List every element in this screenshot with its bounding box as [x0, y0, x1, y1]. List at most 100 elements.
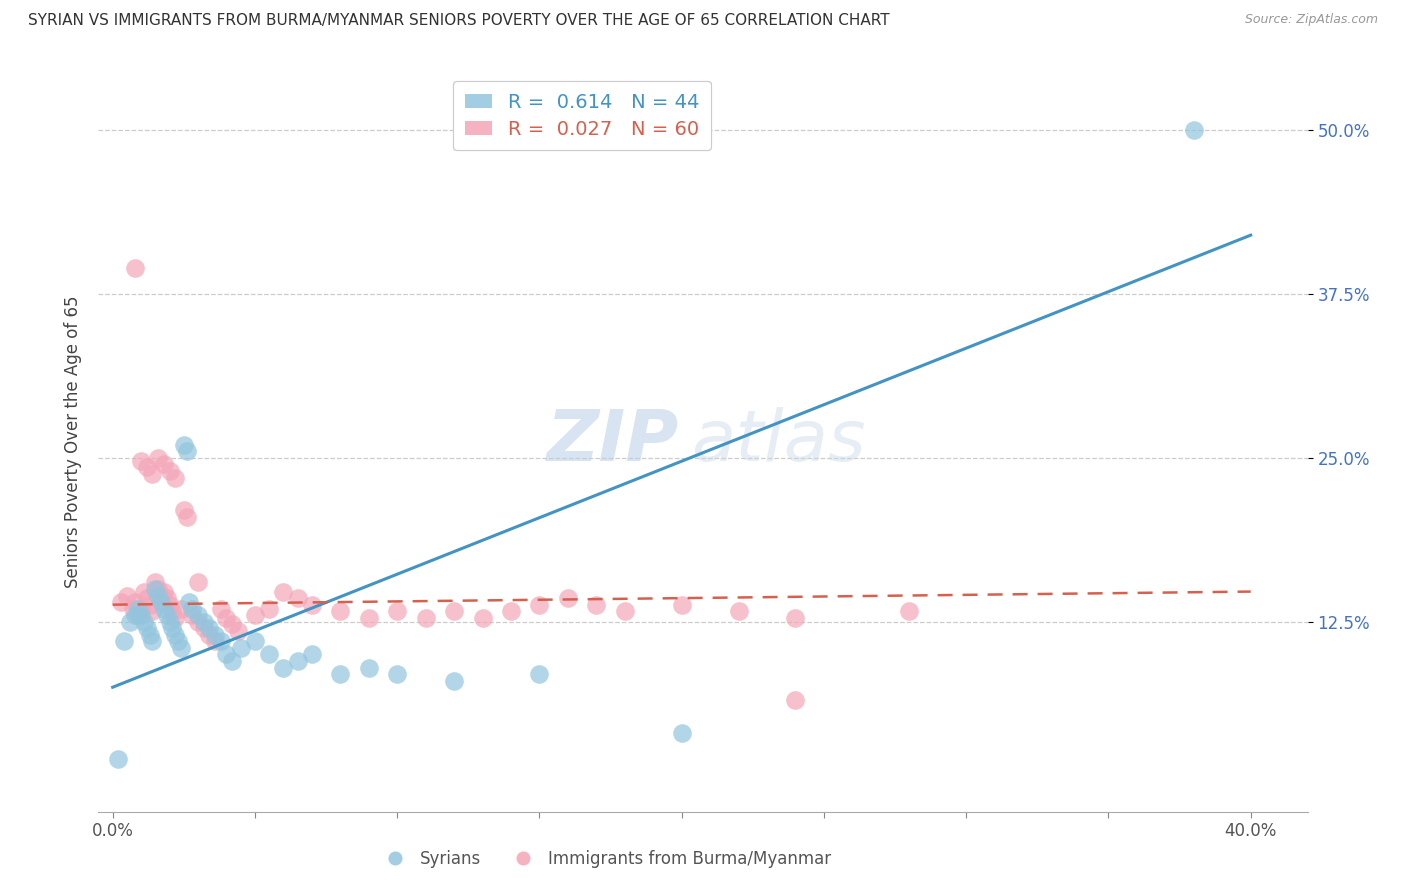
Point	[273, 584, 295, 599]
Point	[176, 444, 198, 458]
Point	[187, 575, 209, 590]
Point	[221, 617, 243, 632]
Point	[170, 640, 193, 655]
Point	[193, 615, 215, 629]
Y-axis label: Seniors Poverty Over the Age of 65: Seniors Poverty Over the Age of 65	[63, 295, 82, 588]
Point	[153, 601, 176, 615]
Point	[141, 634, 163, 648]
Point	[162, 621, 184, 635]
Text: ZIP: ZIP	[547, 407, 679, 476]
Point	[118, 615, 141, 629]
Point	[415, 611, 437, 625]
Point	[127, 608, 149, 623]
Point	[143, 582, 166, 596]
Point	[221, 654, 243, 668]
Point	[385, 604, 408, 618]
Point	[209, 634, 232, 648]
Point	[124, 260, 146, 275]
Point	[176, 509, 198, 524]
Point	[204, 634, 226, 648]
Point	[187, 615, 209, 629]
Point	[529, 667, 551, 681]
Point	[167, 634, 190, 648]
Point	[132, 584, 155, 599]
Point	[329, 604, 352, 618]
Point	[727, 604, 749, 618]
Point	[138, 598, 160, 612]
Point	[585, 598, 607, 612]
Point	[193, 621, 215, 635]
Point	[153, 584, 176, 599]
Point	[146, 589, 169, 603]
Point	[124, 608, 146, 623]
Point	[173, 503, 195, 517]
Point	[198, 621, 221, 635]
Point	[129, 601, 152, 615]
Point	[179, 595, 201, 609]
Point	[159, 464, 181, 478]
Point	[135, 591, 157, 606]
Point	[215, 611, 238, 625]
Point	[785, 611, 807, 625]
Point	[146, 582, 169, 596]
Point	[129, 608, 152, 623]
Point	[135, 621, 157, 635]
Point	[385, 667, 408, 681]
Point	[159, 598, 181, 612]
Point	[107, 752, 129, 766]
Point	[112, 634, 135, 648]
Point	[209, 601, 232, 615]
Point	[173, 438, 195, 452]
Point	[226, 624, 249, 638]
Point	[198, 628, 221, 642]
Point	[257, 601, 280, 615]
Point	[159, 615, 181, 629]
Point	[557, 591, 579, 606]
Point	[132, 615, 155, 629]
Legend: Syrians, Immigrants from Burma/Myanmar: Syrians, Immigrants from Burma/Myanmar	[371, 844, 838, 875]
Point	[1182, 123, 1205, 137]
Point	[165, 611, 187, 625]
Point	[671, 598, 693, 612]
Point	[110, 595, 132, 609]
Point	[124, 595, 146, 609]
Point	[301, 648, 323, 662]
Text: atlas: atlas	[690, 407, 866, 476]
Point	[115, 589, 138, 603]
Point	[898, 604, 921, 618]
Point	[443, 673, 465, 688]
Point	[204, 628, 226, 642]
Point	[613, 604, 636, 618]
Point	[165, 628, 187, 642]
Point	[243, 634, 266, 648]
Legend: R =  0.614   N = 44, R =  0.027   N = 60: R = 0.614 N = 44, R = 0.027 N = 60	[453, 81, 711, 150]
Point	[146, 450, 169, 465]
Point	[229, 640, 252, 655]
Point	[529, 598, 551, 612]
Point	[141, 604, 163, 618]
Point	[181, 608, 204, 623]
Point	[138, 628, 160, 642]
Point	[127, 601, 149, 615]
Point	[499, 604, 522, 618]
Point	[141, 467, 163, 481]
Point	[471, 611, 494, 625]
Point	[181, 601, 204, 615]
Point	[287, 591, 309, 606]
Text: Source: ZipAtlas.com: Source: ZipAtlas.com	[1244, 13, 1378, 27]
Point	[156, 608, 179, 623]
Point	[257, 648, 280, 662]
Point	[243, 608, 266, 623]
Point	[153, 458, 176, 472]
Point	[671, 726, 693, 740]
Point	[165, 470, 187, 484]
Point	[150, 589, 173, 603]
Point	[135, 460, 157, 475]
Point	[215, 648, 238, 662]
Point	[129, 453, 152, 467]
Point	[785, 693, 807, 707]
Point	[143, 575, 166, 590]
Point	[273, 660, 295, 674]
Point	[301, 598, 323, 612]
Point	[187, 608, 209, 623]
